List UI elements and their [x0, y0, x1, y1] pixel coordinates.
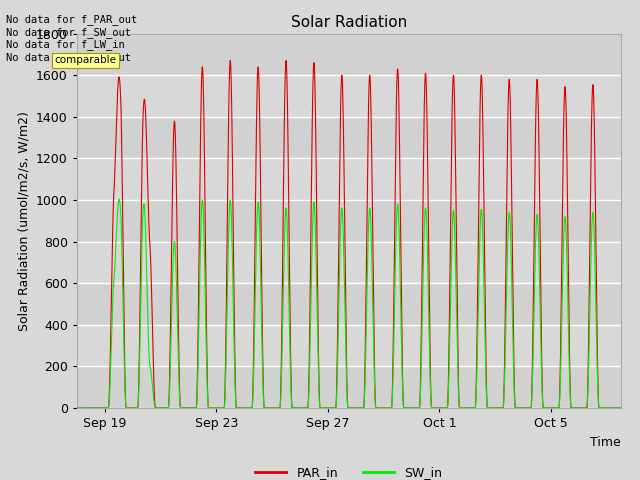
PAR_in — [227, 58, 234, 63]
Line: PAR_in: PAR_in — [77, 60, 621, 408]
PAR_in — [73, 405, 81, 411]
SW_in — [591, 248, 598, 253]
PAR_in — [502, 270, 509, 276]
Line: SW_in: SW_in — [77, 199, 621, 408]
Legend: PAR_in, SW_in: PAR_in, SW_in — [250, 461, 447, 480]
Y-axis label: Solar Radiation (umol/m2/s, W/m2): Solar Radiation (umol/m2/s, W/m2) — [17, 111, 30, 331]
PAR_in — [488, 405, 495, 411]
PAR_in — [550, 405, 557, 411]
PAR_in — [477, 74, 485, 80]
SW_in — [502, 324, 509, 330]
Bar — [77, 366, 621, 408]
Text: No data for f_PAR_out
No data for f_SW_out
No data for f_LW_in
No data for f_LW_: No data for f_PAR_out No data for f_SW_o… — [6, 14, 138, 63]
SW_in — [488, 405, 495, 411]
SW_in — [477, 207, 485, 213]
Bar — [77, 34, 621, 75]
X-axis label: Time: Time — [590, 435, 621, 449]
PAR_in — [591, 144, 598, 150]
Bar — [77, 283, 621, 325]
Title: Solar Radiation: Solar Radiation — [291, 15, 407, 30]
PAR_in — [77, 405, 84, 411]
SW_in — [550, 405, 557, 411]
SW_in — [73, 405, 81, 411]
SW_in — [77, 405, 84, 411]
Bar — [77, 200, 621, 241]
Text: comparable: comparable — [54, 55, 116, 65]
SW_in — [617, 405, 625, 411]
Bar — [77, 117, 621, 158]
PAR_in — [617, 405, 625, 411]
SW_in — [115, 196, 123, 202]
